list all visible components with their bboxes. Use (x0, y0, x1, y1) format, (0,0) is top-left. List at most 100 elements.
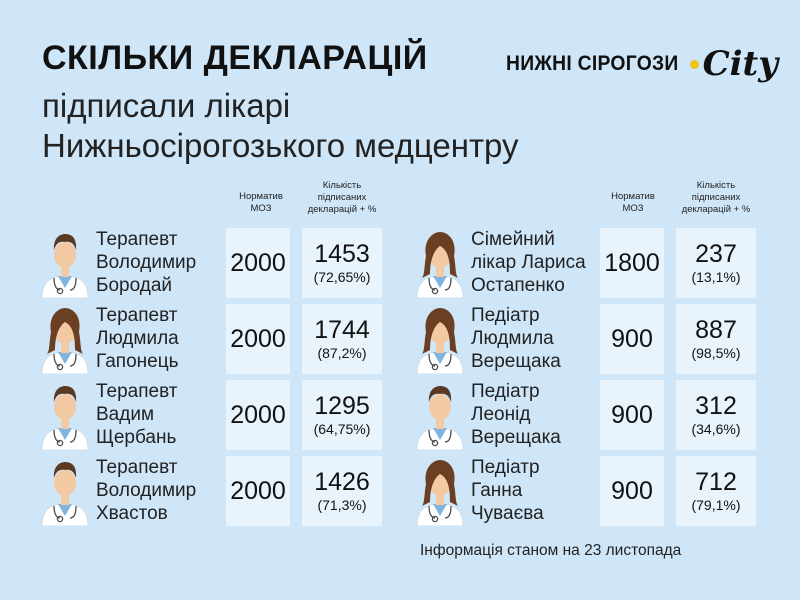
header-count-line2: підписаних (691, 192, 741, 203)
declarations-percent: (71,3%) (317, 497, 367, 513)
doctor-name-line1: Терапевт (96, 229, 178, 250)
declarations-percent: (13,1%) (691, 269, 741, 285)
header-norm-right: Норматив МОЗ (600, 191, 666, 215)
doctor-name: Терапевт Людмила Гапонець (96, 304, 179, 373)
norm-box: 900 (600, 304, 664, 374)
norm-box: 2000 (226, 456, 290, 526)
doctor-name-line3: Верещака (471, 351, 561, 372)
doctor-name: Терапевт Володимир Бородай (96, 228, 196, 297)
header-norm-line2: МОЗ (622, 203, 644, 214)
header-count-line2: підписаних (317, 192, 367, 203)
doctor-row: Педіатр Людмила Верещака 900 887 (98,5%) (415, 304, 765, 376)
count-box: 312 (34,6%) (676, 380, 756, 450)
norm-value: 900 (611, 400, 653, 429)
norm-value: 2000 (230, 476, 286, 505)
declarations-count: 312 (695, 392, 737, 420)
norm-box: 2000 (226, 304, 290, 374)
header-count-line3: декларацій + % (307, 204, 377, 215)
doctor-name-line2: лікар Лариса (471, 252, 586, 273)
doctor-avatar-icon (415, 306, 465, 375)
doctor-avatar-icon (40, 458, 90, 527)
doctor-row: Педіатр Ганна Чуваєва 900 712 (79,1%) (415, 456, 765, 528)
doctor-avatar-icon (415, 230, 465, 299)
norm-box: 2000 (226, 380, 290, 450)
doctor-name: Терапевт Володимир Хвастов (96, 456, 196, 525)
doctor-name-line3: Хвастов (96, 503, 168, 524)
declarations-percent: (34,6%) (691, 421, 741, 437)
header-count-left: Кількість підписаних декларацій + % (300, 180, 384, 216)
count-box: 887 (98,5%) (676, 304, 756, 374)
norm-box: 1800 (600, 228, 664, 298)
norm-value: 2000 (230, 400, 286, 429)
logo-text: НИЖНІ СІРОГОЗИ (506, 52, 679, 75)
doctor-row: Терапевт Людмила Гапонець 2000 1744 (87,2%) (40, 304, 390, 376)
doctor-name-line1: Терапевт (96, 457, 178, 478)
doctor-name: Педіатр Ганна Чуваєва (471, 456, 544, 525)
declarations-count: 1453 (314, 240, 370, 268)
doctor-avatar-icon (415, 458, 465, 527)
doctor-name-line1: Терапевт (96, 381, 178, 402)
page-subtitle-line1: підписали лікарі (42, 87, 291, 124)
doctor-row: Педіатр Леонід Верещака 900 312 (34,6%) (415, 380, 765, 452)
norm-box: 900 (600, 380, 664, 450)
doctor-name-line2: Людмила (96, 328, 179, 349)
doctor-name: Сімейний лікар Лариса Остапенко (471, 228, 586, 297)
declarations-percent: (87,2%) (317, 345, 367, 361)
count-box: 1744 (87,2%) (302, 304, 382, 374)
doctor-name: Педіатр Людмила Верещака (471, 304, 561, 373)
declarations-percent: (98,5%) (691, 345, 741, 361)
page-subtitle-line2: Нижньосірогозького медцентру (42, 127, 519, 164)
doctor-avatar-icon (40, 382, 90, 451)
count-box: 1426 (71,3%) (302, 456, 382, 526)
count-box: 712 (79,1%) (676, 456, 756, 526)
page-title: СКІЛЬКИ ДЕКЛАРАЦІЙ (42, 39, 428, 77)
norm-value: 900 (611, 476, 653, 505)
declarations-count: 712 (695, 468, 737, 496)
doctor-avatar-icon (40, 230, 90, 299)
count-box: 1295 (64,75%) (302, 380, 382, 450)
doctor-avatar-icon (415, 382, 465, 451)
norm-box: 900 (600, 456, 664, 526)
declarations-count: 1744 (314, 316, 370, 344)
doctor-name-line3: Чуваєва (471, 503, 544, 524)
declarations-count: 1426 (314, 468, 370, 496)
doctor-row: Терапевт Володимир Бородай 2000 1453 (72,65%) (40, 228, 390, 300)
site-logo: НИЖНІ СІРОГОЗИ City (506, 44, 778, 84)
logo-dot-icon (689, 59, 699, 69)
doctor-avatar-icon (40, 306, 90, 375)
doctor-row: Терапевт Володимир Хвастов 2000 1426 (71,3%) (40, 456, 390, 528)
doctor-name-line2: Вадим (96, 404, 155, 425)
doctor-name-line1: Сімейний (471, 229, 555, 250)
doctor-name-line2: Леонід (471, 404, 531, 425)
doctor-name-line1: Педіатр (471, 457, 540, 478)
header-norm-left: Норматив МОЗ (228, 191, 294, 215)
declarations-percent: (64,75%) (313, 421, 371, 437)
declarations-count: 887 (695, 316, 737, 344)
norm-value: 900 (611, 324, 653, 353)
doctor-row: Терапевт Вадим Щербань 2000 1295 (64,75%) (40, 380, 390, 452)
doctor-name-line2: Людмила (471, 328, 554, 349)
norm-value: 1800 (604, 248, 660, 277)
doctor-name-line3: Бородай (96, 275, 173, 296)
doctor-name: Педіатр Леонід Верещака (471, 380, 561, 449)
doctor-name-line3: Верещака (471, 427, 561, 448)
count-box: 237 (13,1%) (676, 228, 756, 298)
count-box: 1453 (72,65%) (302, 228, 382, 298)
doctor-name-line1: Терапевт (96, 305, 178, 326)
doctor-name-line2: Ганна (471, 480, 523, 501)
header-count-line3: декларацій + % (681, 204, 751, 215)
declarations-count: 237 (695, 240, 737, 268)
header-norm-line1: Норматив (611, 191, 655, 202)
header-count-line1: Кількість (696, 180, 736, 191)
doctor-name-line3: Щербань (96, 427, 177, 448)
footer-note: Інформація станом на 23 листопада (420, 542, 682, 559)
logo-city: City (702, 44, 778, 84)
doctor-name: Терапевт Вадим Щербань (96, 380, 177, 449)
header-norm-line2: МОЗ (250, 203, 272, 214)
norm-value: 2000 (230, 324, 286, 353)
norm-box: 2000 (226, 228, 290, 298)
doctor-name-line2: Володимир (96, 480, 197, 501)
header-count-right: Кількість підписаних декларацій + % (674, 180, 758, 216)
doctor-name-line3: Гапонець (96, 351, 179, 372)
declarations-percent: (72,65%) (313, 269, 371, 285)
